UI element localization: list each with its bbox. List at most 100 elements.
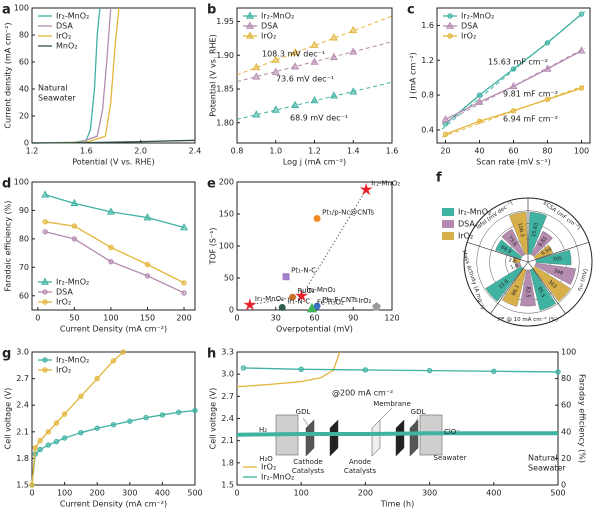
marker (441, 115, 450, 123)
legend-label: Ir₂-MnO₂ (56, 278, 89, 287)
marker (37, 437, 43, 444)
y-tick-label: 0 (24, 139, 29, 148)
legend-label: MnO₂ (56, 42, 77, 51)
legend-label: IrO₂ (261, 32, 276, 41)
y-tick-label: 1.2 (421, 56, 434, 65)
marker (298, 366, 304, 372)
y-tick-label: 2.1 (16, 427, 29, 436)
y-tick-label: 2.7 (221, 392, 234, 401)
point-label: Pt₁-N-C (291, 267, 316, 275)
series-line (243, 367, 559, 373)
marker (310, 57, 319, 65)
y-tick-label: 2.4 (221, 414, 234, 423)
y-tick-label: 1.85 (216, 85, 234, 94)
x-tick-label: 500 (550, 489, 565, 498)
legend-label: DSA (458, 220, 475, 229)
marker (271, 67, 280, 75)
series-line (236, 431, 558, 437)
x-tick-label: 90 (348, 314, 358, 323)
y-tick-label: 3.0 (221, 370, 234, 379)
marker (510, 66, 517, 72)
polar-value-label: 305 (552, 256, 562, 263)
marker (246, 21, 254, 29)
y-axis-label: TOF (S⁻¹) (209, 227, 218, 265)
y-tick-label: 2.1 (221, 436, 234, 445)
polar-value-label: 9.81 (537, 236, 548, 249)
x-tick-label: 1.2 (308, 147, 321, 156)
x-tick-label: 100 (574, 147, 589, 156)
marker (108, 258, 114, 265)
marker (45, 429, 51, 435)
polar-value-label: 363 (547, 279, 558, 290)
annotation: Catalysts (292, 467, 325, 475)
marker (329, 33, 338, 41)
marker (544, 96, 551, 103)
marker (42, 367, 48, 373)
polar-bar (509, 211, 528, 255)
marker (310, 96, 319, 104)
legend-label: Ir₂-MnO₂ (261, 473, 294, 482)
marker (510, 108, 517, 114)
annotation: Membrane (373, 400, 411, 408)
marker (291, 62, 300, 70)
x-tick-label: 100 (294, 489, 309, 498)
annotation: @200 mA cm⁻² (332, 389, 393, 398)
polar-value-label: 86.1 (511, 284, 521, 297)
annotation: GDL (411, 408, 426, 416)
y-tick-label: 1.6 (421, 21, 434, 30)
polar-spoke (527, 261, 566, 314)
polar-bar (531, 230, 553, 257)
plot-frame (31, 7, 196, 144)
y-tick-label: 2.4 (16, 401, 29, 410)
marker (78, 429, 84, 436)
marker (447, 33, 453, 39)
pointer (302, 417, 309, 426)
y2-tick-label: 100 (561, 348, 576, 357)
marker (329, 52, 338, 61)
marker (359, 182, 373, 196)
marker (120, 349, 126, 355)
x-tick-label: 100 (57, 489, 72, 498)
y-tick-label: 100 (219, 242, 234, 251)
y-tick-label: 20 (19, 112, 29, 121)
annotation: 68.9 mV dec⁻¹ (290, 114, 348, 123)
y-tick-label: 80 (19, 234, 29, 243)
marker (45, 442, 51, 448)
panel-label: b (207, 3, 216, 18)
legend-label: IrO₂ (458, 232, 473, 241)
x-tick-label: 500 (187, 489, 202, 498)
x-tick-label: 200 (176, 314, 191, 323)
marker (349, 47, 358, 55)
x-tick-label: 100 (103, 314, 118, 323)
y-axis-label: Faradaic efficiency (%) (4, 201, 13, 292)
marker (42, 357, 48, 363)
cell-layer (305, 419, 315, 457)
y2-tick-label: 60 (561, 401, 571, 410)
annotation: Anode (349, 458, 371, 466)
polar-value-label: 108.3 (516, 222, 525, 237)
polar-value-label: 1.8 (510, 263, 519, 271)
y-tick-label: 1.8 (16, 454, 29, 463)
annotation: Seawater (434, 454, 467, 462)
y-axis-label: Current density (mA cm⁻²) (4, 22, 13, 128)
polar-value-label: 95.5 (536, 286, 546, 299)
marker (295, 289, 309, 302)
polar-bar (534, 262, 576, 285)
marker (53, 438, 60, 445)
annotation: 15.63 mF cm⁻² (488, 58, 548, 67)
y2-axis-label: Faraday efficiency (%) (578, 374, 587, 463)
marker (544, 40, 551, 46)
annotation: 9.81 mF cm⁻² (503, 90, 558, 99)
annotation: ClO⁻ (444, 428, 460, 436)
marker (159, 412, 166, 418)
x-tick-label: 400 (486, 489, 501, 498)
x-tick-label: 0.8 (231, 147, 244, 156)
cell-layer (395, 419, 405, 457)
series-line (45, 221, 185, 284)
y-tick-label: 80 (19, 31, 29, 40)
annotation: 73.6 mV dec⁻¹ (276, 75, 334, 84)
marker (143, 414, 149, 421)
x-tick-label: 200 (90, 489, 105, 498)
marker (181, 280, 187, 286)
x-tick-label: 1.0 (269, 147, 282, 156)
